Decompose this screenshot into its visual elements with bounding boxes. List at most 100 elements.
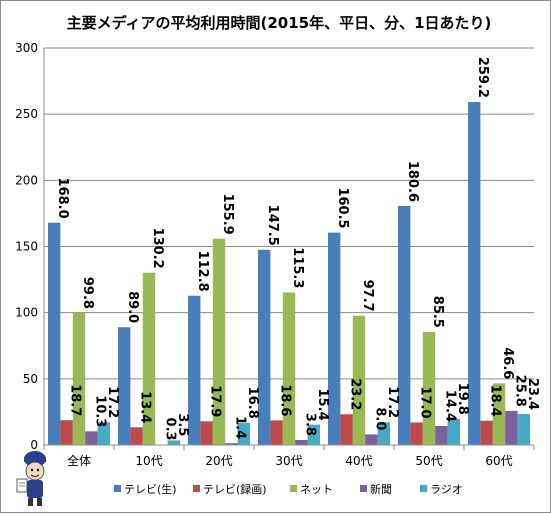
bar bbox=[328, 232, 341, 445]
x-tick-label: 40代 bbox=[345, 454, 372, 468]
bar bbox=[118, 327, 131, 445]
legend-swatch bbox=[290, 485, 297, 492]
data-label: 16.8 bbox=[245, 387, 260, 419]
bar bbox=[282, 292, 296, 445]
legend-label: テレビ(録画) bbox=[203, 482, 267, 496]
bar bbox=[468, 101, 481, 445]
bar bbox=[200, 421, 213, 445]
data-label: 17.2 bbox=[385, 386, 400, 418]
data-label: 18.7 bbox=[68, 384, 83, 416]
legend: テレビ(生) テレビ(録画) ネット 新聞 ラジオ bbox=[114, 482, 463, 496]
data-label: 180.6 bbox=[405, 161, 420, 202]
x-tick-label: 20代 bbox=[205, 454, 232, 468]
y-tick-label: 300 bbox=[15, 41, 38, 55]
data-label: 112.8 bbox=[195, 251, 210, 292]
y-tick-label: 250 bbox=[15, 107, 38, 121]
data-label: 25.8 bbox=[512, 375, 527, 407]
data-label: 85.5 bbox=[430, 296, 445, 328]
bar bbox=[130, 427, 143, 445]
data-label: 1.4 bbox=[232, 416, 247, 439]
y-axis: 0 50 100 150 200 250 300 bbox=[15, 41, 45, 452]
bar bbox=[398, 206, 411, 445]
data-label: 17.9 bbox=[208, 385, 223, 417]
data-label: 18.4 bbox=[488, 385, 503, 417]
bar bbox=[410, 422, 423, 445]
bar bbox=[188, 295, 201, 445]
data-label: 147.5 bbox=[265, 205, 280, 246]
data-label: 3.8 bbox=[302, 413, 317, 436]
data-label: 10.3 bbox=[92, 395, 107, 427]
data-label: 15.4 bbox=[315, 389, 330, 421]
bar bbox=[142, 272, 156, 445]
y-tick-label: 50 bbox=[23, 372, 38, 386]
data-label: 46.6 bbox=[500, 347, 515, 379]
bar bbox=[212, 238, 226, 445]
bar bbox=[270, 420, 283, 445]
bar bbox=[258, 249, 271, 445]
x-tick-label: 30代 bbox=[275, 454, 302, 468]
data-label: 3.5 bbox=[175, 413, 190, 436]
y-tick-label: 0 bbox=[30, 438, 38, 452]
legend-label: 新聞 bbox=[370, 482, 392, 496]
bar bbox=[225, 443, 238, 445]
data-label: 8.0 bbox=[372, 407, 387, 430]
y-tick-label: 150 bbox=[15, 240, 38, 254]
bar bbox=[307, 424, 320, 445]
bar bbox=[480, 420, 493, 445]
y-tick-label: 100 bbox=[15, 306, 38, 320]
bar bbox=[435, 425, 448, 445]
mascot-icon bbox=[16, 451, 46, 506]
legend-swatch bbox=[193, 485, 200, 492]
data-label: 19.8 bbox=[455, 383, 470, 415]
bar bbox=[167, 440, 180, 445]
bars bbox=[48, 101, 530, 446]
data-label: 17.2 bbox=[105, 386, 120, 418]
data-label: 13.4 bbox=[138, 391, 153, 423]
data-label: 97.7 bbox=[360, 280, 375, 312]
x-tick-label: 60代 bbox=[485, 454, 512, 468]
bar bbox=[237, 422, 250, 445]
x-axis: 全体 10代 20代 30代 40代 50代 60代 bbox=[43, 444, 535, 468]
data-label: 14.4 bbox=[442, 390, 457, 422]
data-label: 130.2 bbox=[150, 228, 165, 269]
legend-swatch bbox=[360, 485, 367, 492]
bar bbox=[365, 434, 378, 445]
data-label: 17.0 bbox=[418, 386, 433, 418]
bar bbox=[492, 383, 506, 445]
bar bbox=[352, 315, 366, 445]
bar bbox=[97, 422, 110, 445]
data-label: 259.2 bbox=[475, 57, 490, 98]
data-label: 18.6 bbox=[278, 384, 293, 416]
data-labels: 168.018.799.810.317.289.013.4130.20.33.5… bbox=[55, 57, 540, 441]
bar bbox=[505, 410, 518, 445]
data-label: 23.2 bbox=[348, 378, 363, 410]
bar bbox=[377, 422, 390, 445]
data-label: 0.3 bbox=[162, 418, 177, 441]
data-label: 155.9 bbox=[220, 194, 235, 235]
bar bbox=[517, 414, 530, 445]
legend-label: テレビ(生) bbox=[124, 482, 177, 496]
bar bbox=[60, 420, 73, 445]
data-label: 168.0 bbox=[55, 178, 70, 219]
legend-label: ラジオ bbox=[430, 483, 463, 496]
legend-swatch bbox=[114, 485, 121, 492]
x-tick-label: 10代 bbox=[135, 454, 162, 468]
legend-label: ネット bbox=[300, 483, 333, 496]
data-label: 115.3 bbox=[290, 247, 305, 288]
data-label: 23.4 bbox=[525, 378, 540, 410]
bar bbox=[447, 418, 460, 445]
data-label: 99.8 bbox=[80, 277, 95, 309]
bar bbox=[85, 431, 98, 445]
legend-swatch bbox=[420, 485, 427, 492]
x-tick-label: 全体 bbox=[67, 453, 91, 468]
x-tick-label: 50代 bbox=[415, 454, 442, 468]
data-label: 160.5 bbox=[335, 187, 350, 228]
bar bbox=[72, 312, 86, 445]
data-label: 89.0 bbox=[125, 291, 140, 323]
bar bbox=[422, 331, 436, 445]
y-tick-label: 200 bbox=[15, 173, 38, 187]
bar bbox=[340, 414, 353, 445]
bar bbox=[295, 439, 308, 445]
bar bbox=[48, 222, 61, 445]
